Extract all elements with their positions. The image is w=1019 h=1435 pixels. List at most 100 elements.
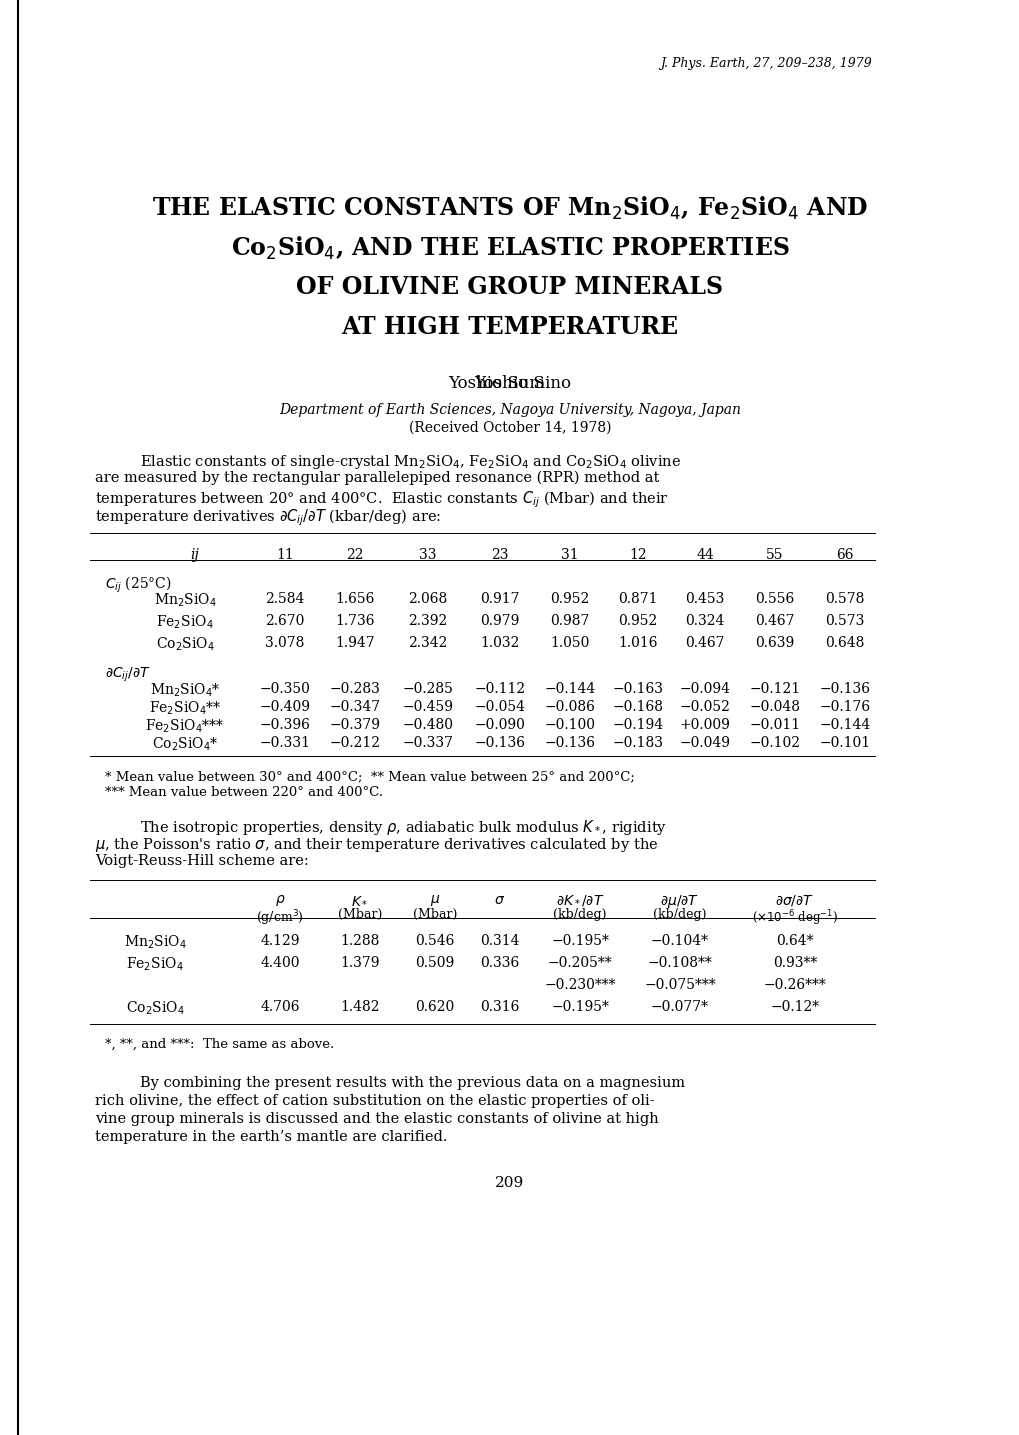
Text: 0.917: 0.917 <box>480 593 520 606</box>
Text: 1.482: 1.482 <box>340 1000 379 1015</box>
Text: −0.094: −0.094 <box>679 682 730 696</box>
Text: Fe$_2$SiO$_4$: Fe$_2$SiO$_4$ <box>126 956 183 973</box>
Text: 12: 12 <box>629 548 646 563</box>
Text: 22: 22 <box>345 548 364 563</box>
Text: 1.288: 1.288 <box>340 934 379 949</box>
Text: 66: 66 <box>836 548 853 563</box>
Text: 4.400: 4.400 <box>260 956 300 970</box>
Text: (Received October 14, 1978): (Received October 14, 1978) <box>409 420 610 435</box>
Text: 2.670: 2.670 <box>265 614 305 629</box>
Text: (Mbar): (Mbar) <box>413 908 457 921</box>
Text: 1.947: 1.947 <box>335 636 374 650</box>
Text: −0.144: −0.144 <box>818 718 870 732</box>
Text: −0.409: −0.409 <box>259 700 310 715</box>
Text: Mn$_2$SiO$_4$*: Mn$_2$SiO$_4$* <box>150 682 220 699</box>
Text: −0.230***: −0.230*** <box>544 979 615 992</box>
Text: rich olivine, the effect of cation substitution on the elastic properties of oli: rich olivine, the effect of cation subst… <box>95 1093 654 1108</box>
Text: 4.129: 4.129 <box>260 934 300 949</box>
Text: 1.736: 1.736 <box>335 614 374 629</box>
Text: $\mu$, the Poisson's ratio $\sigma$, and their temperature derivatives calculate: $\mu$, the Poisson's ratio $\sigma$, and… <box>95 837 658 854</box>
Text: 0.93**: 0.93** <box>772 956 816 970</box>
Text: Yoshio S: Yoshio S <box>474 375 545 392</box>
Text: $\partial K_*/\partial T$: $\partial K_*/\partial T$ <box>555 893 603 907</box>
Text: −0.396: −0.396 <box>259 718 310 732</box>
Text: 2.342: 2.342 <box>408 636 447 650</box>
Text: temperatures between 20° and 400°C.  Elastic constants $C_{ij}$ (Mbar) and their: temperatures between 20° and 400°C. Elas… <box>95 489 668 509</box>
Text: 33: 33 <box>419 548 436 563</box>
Text: 0.648: 0.648 <box>824 636 864 650</box>
Text: 23: 23 <box>491 548 508 563</box>
Text: 1.656: 1.656 <box>335 593 374 606</box>
Text: 0.509: 0.509 <box>415 956 454 970</box>
Text: Voigt-Reuss-Hill scheme are:: Voigt-Reuss-Hill scheme are: <box>95 854 309 868</box>
Text: 0.871: 0.871 <box>618 593 657 606</box>
Text: 0.64*: 0.64* <box>775 934 813 949</box>
Text: +0.009: +0.009 <box>679 718 730 732</box>
Text: 0.578: 0.578 <box>824 593 864 606</box>
Text: $\sigma$: $\sigma$ <box>494 893 505 907</box>
Text: 3.078: 3.078 <box>265 636 305 650</box>
Text: temperature in the earth’s mantle are clarified.: temperature in the earth’s mantle are cl… <box>95 1129 447 1144</box>
Text: By combining the present results with the previous data on a magnesium: By combining the present results with th… <box>140 1076 685 1091</box>
Text: The isotropic properties, density $\rho$, adiabatic bulk modulus $K_*$, rigidity: The isotropic properties, density $\rho$… <box>140 818 666 837</box>
Text: −0.077*: −0.077* <box>650 1000 708 1015</box>
Text: * Mean value between 30° and 400°C;  ** Mean value between 25° and 200°C;: * Mean value between 30° and 400°C; ** M… <box>105 771 634 784</box>
Text: 2.392: 2.392 <box>408 614 447 629</box>
Text: 0.620: 0.620 <box>415 1000 454 1015</box>
Text: $K_*$: $K_*$ <box>351 893 369 907</box>
Text: −0.350: −0.350 <box>259 682 310 696</box>
Text: THE ELASTIC CONSTANTS OF Mn$_2$SiO$_4$, Fe$_2$SiO$_4$ AND: THE ELASTIC CONSTANTS OF Mn$_2$SiO$_4$, … <box>152 195 867 222</box>
Text: AT HIGH TEMPERATURE: AT HIGH TEMPERATURE <box>341 316 678 339</box>
Text: 0.639: 0.639 <box>755 636 794 650</box>
Text: −0.112: −0.112 <box>474 682 525 696</box>
Text: (g/cm$^3$): (g/cm$^3$) <box>256 908 304 927</box>
Text: 0.324: 0.324 <box>685 614 723 629</box>
Text: −0.075***: −0.075*** <box>644 979 715 992</box>
Text: −0.195*: −0.195* <box>550 1000 608 1015</box>
Text: −0.283: −0.283 <box>329 682 380 696</box>
Text: 11: 11 <box>276 548 293 563</box>
Text: 0.336: 0.336 <box>480 956 519 970</box>
Text: Department of Earth Sciences, Nagoya University, Nagoya, Japan: Department of Earth Sciences, Nagoya Uni… <box>279 403 740 418</box>
Text: −0.100: −0.100 <box>544 718 595 732</box>
Text: −0.136: −0.136 <box>544 736 595 751</box>
Text: 0.314: 0.314 <box>480 934 520 949</box>
Text: Co$_2$SiO$_4$, AND THE ELASTIC PROPERTIES: Co$_2$SiO$_4$, AND THE ELASTIC PROPERTIE… <box>230 235 789 263</box>
Text: −0.136: −0.136 <box>818 682 869 696</box>
Text: 0.987: 0.987 <box>550 614 589 629</box>
Text: vine group minerals is discussed and the elastic constants of olivine at high: vine group minerals is discussed and the… <box>95 1112 658 1126</box>
Text: Mn$_2$SiO$_4$: Mn$_2$SiO$_4$ <box>154 593 216 610</box>
Text: OF OLIVINE GROUP MINERALS: OF OLIVINE GROUP MINERALS <box>297 276 722 298</box>
Text: −0.011: −0.011 <box>749 718 800 732</box>
Text: 1.032: 1.032 <box>480 636 519 650</box>
Text: $\partial\sigma/\partial T$: $\partial\sigma/\partial T$ <box>774 893 814 908</box>
Text: −0.212: −0.212 <box>329 736 380 751</box>
Text: −0.168: −0.168 <box>611 700 662 715</box>
Text: Fe$_2$SiO$_4$**: Fe$_2$SiO$_4$** <box>149 700 221 718</box>
Text: −0.337: −0.337 <box>403 736 453 751</box>
Text: 1.016: 1.016 <box>618 636 657 650</box>
Text: −0.163: −0.163 <box>611 682 662 696</box>
Text: −0.048: −0.048 <box>749 700 800 715</box>
Text: 0.952: 0.952 <box>618 614 657 629</box>
Text: −0.102: −0.102 <box>749 736 800 751</box>
Text: $\partial\mu/\partial T$: $\partial\mu/\partial T$ <box>659 893 699 910</box>
Text: −0.480: −0.480 <box>403 718 453 732</box>
Text: (kb/deg): (kb/deg) <box>552 908 606 921</box>
Text: −0.183: −0.183 <box>611 736 662 751</box>
Text: −0.052: −0.052 <box>679 700 730 715</box>
Text: −0.205**: −0.205** <box>547 956 611 970</box>
Text: −0.049: −0.049 <box>679 736 730 751</box>
Text: ($\times10^{-6}$ deg$^{-1}$): ($\times10^{-6}$ deg$^{-1}$) <box>751 908 838 927</box>
Text: Co$_2$SiO$_4$: Co$_2$SiO$_4$ <box>125 1000 184 1017</box>
Text: −0.459: −0.459 <box>403 700 453 715</box>
Text: −0.12*: −0.12* <box>769 1000 818 1015</box>
Text: −0.379: −0.379 <box>329 718 380 732</box>
Text: *** Mean value between 220° and 400°C.: *** Mean value between 220° and 400°C. <box>105 786 382 799</box>
Text: 44: 44 <box>695 548 713 563</box>
Text: Co$_2$SiO$_4$: Co$_2$SiO$_4$ <box>156 636 214 653</box>
Text: −0.331: −0.331 <box>259 736 310 751</box>
Text: temperature derivatives $\partial C_{ij}/\partial T$ (kbar/deg) are:: temperature derivatives $\partial C_{ij}… <box>95 507 440 528</box>
Text: −0.176: −0.176 <box>818 700 869 715</box>
Text: −0.121: −0.121 <box>749 682 800 696</box>
